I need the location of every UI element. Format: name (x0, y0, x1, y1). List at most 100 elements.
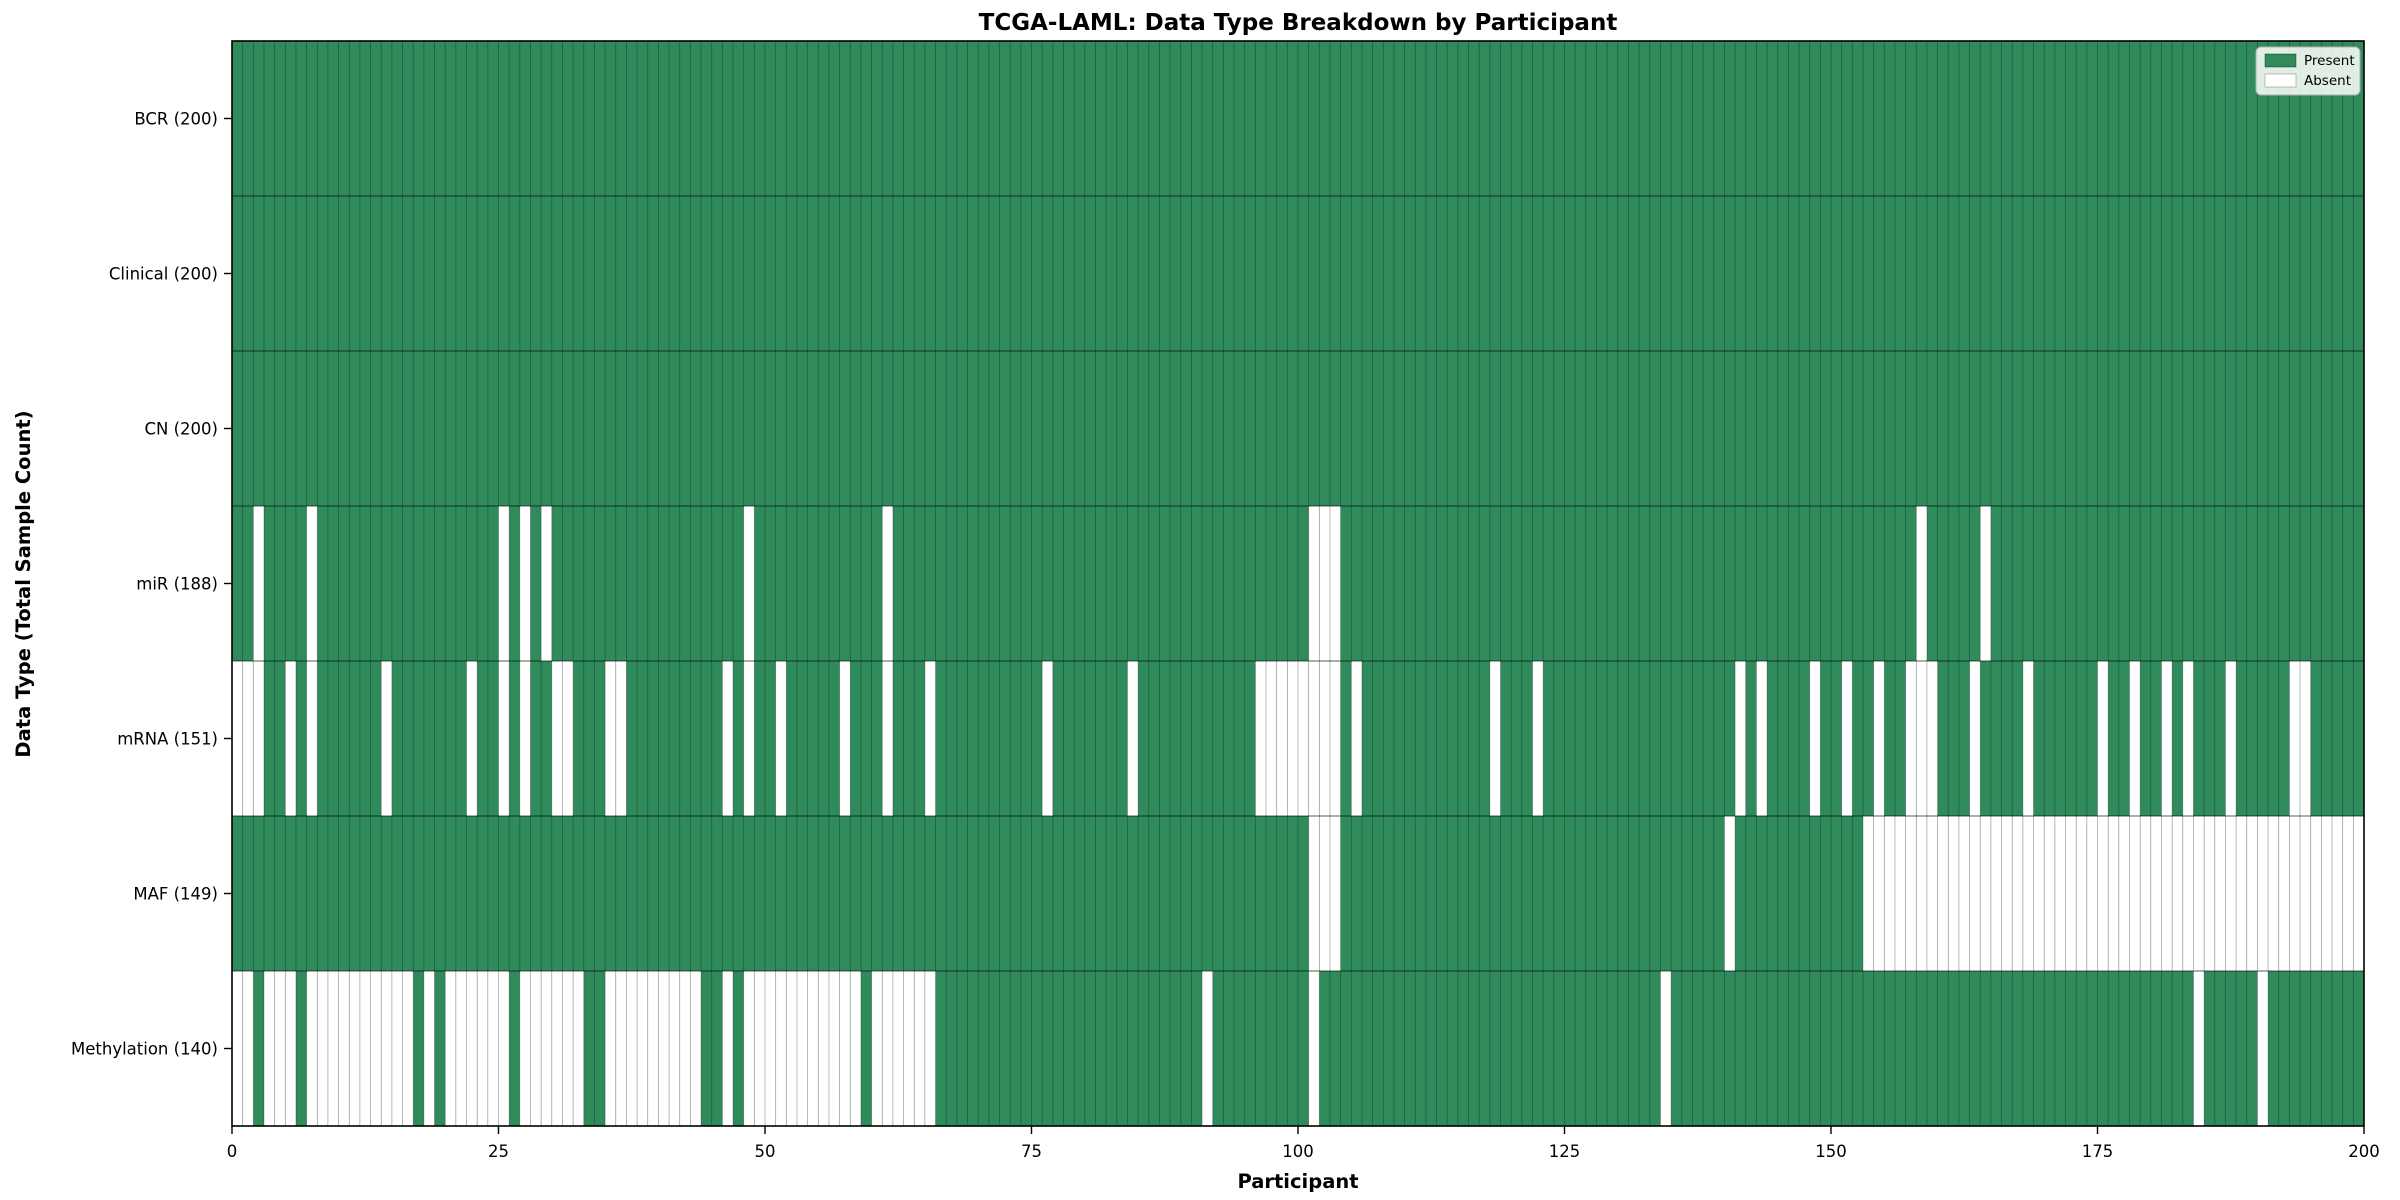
absent-cell (1329, 661, 1341, 816)
absent-cell (2300, 661, 2311, 816)
absent-cell (2332, 816, 2343, 971)
absent-cell (370, 971, 382, 1126)
absent-cell (2140, 816, 2151, 971)
absent-cell (1916, 506, 1927, 661)
absent-cell (498, 971, 510, 1126)
row-MAF (232, 816, 2364, 971)
absent-cell (519, 506, 531, 661)
absent-cell (2097, 661, 2109, 816)
absent-cell (1202, 971, 1213, 1126)
absent-cell (306, 506, 318, 661)
absent-cell (562, 971, 574, 1126)
absent-cell (839, 971, 851, 1126)
absent-cell (2257, 816, 2269, 971)
absent-cell (1319, 661, 1330, 816)
absent-cell (2065, 816, 2077, 971)
absent-cell (1905, 816, 1917, 971)
absent-cell (1905, 661, 1917, 816)
legend-label-absent: Absent (2304, 73, 2351, 89)
legend-swatch-absent (2264, 73, 2297, 88)
absent-cell (743, 661, 755, 816)
row-miR (232, 506, 2364, 661)
row-Clinical (232, 196, 2364, 351)
absent-cell (1873, 816, 1885, 971)
absent-cell (2012, 816, 2023, 971)
absent-cell (306, 661, 318, 816)
x-tick-label: 175 (2082, 1142, 2114, 1161)
absent-cell (679, 971, 691, 1126)
absent-cell (487, 971, 499, 1126)
absent-cell (349, 971, 360, 1126)
absent-cell (2150, 816, 2162, 971)
cells-layer (232, 41, 2364, 1126)
row-BCR (232, 41, 2364, 196)
absent-cell (2257, 971, 2269, 1126)
x-tick-label: 25 (488, 1142, 509, 1161)
absent-cell (882, 661, 893, 816)
absent-cell (541, 506, 552, 661)
absent-cell (743, 506, 755, 661)
absent-cell (2289, 661, 2301, 816)
y-tick-label-miR: miR (188) (136, 574, 218, 593)
y-tick-label-MAF: MAF (149) (133, 884, 218, 903)
absent-cell (530, 971, 542, 1126)
absent-cell (605, 971, 616, 1126)
absent-cell (914, 971, 925, 1126)
absent-cell (232, 661, 243, 816)
axes: 0 25 50 75 100 125 150 175 200 BCR (200) Clinical … (71, 109, 2380, 1161)
absent-cell (2225, 661, 2237, 816)
absent-cell (1990, 816, 2002, 971)
absent-cell (2353, 816, 2364, 971)
absent-cell (1255, 661, 1267, 816)
absent-cell (338, 971, 350, 1126)
absent-cell (775, 661, 787, 816)
absent-cell (2076, 816, 2087, 971)
x-tick-label: 50 (755, 1142, 776, 1161)
absent-cell (1926, 661, 1938, 816)
absent-cell (1329, 506, 1341, 661)
absent-cell (466, 971, 478, 1126)
absent-cell (1287, 661, 1298, 816)
absent-cell (242, 971, 254, 1126)
absent-cell (1980, 816, 1991, 971)
absent-cell (285, 971, 296, 1126)
absent-cell (1042, 661, 1053, 816)
absent-cell (850, 971, 861, 1126)
absent-cell (381, 661, 392, 816)
absent-cell (562, 661, 574, 816)
absent-cell (551, 971, 563, 1126)
row-Methylation (232, 971, 2364, 1126)
cell-grid (231, 41, 2365, 1126)
x-axis-label: Participant (1237, 1170, 1358, 1193)
x-tick-label: 75 (1021, 1142, 1042, 1161)
absent-cell (839, 661, 851, 816)
absent-cell (647, 971, 659, 1126)
absent-cell (1308, 971, 1320, 1126)
absent-cell (1862, 816, 1874, 971)
absent-cell (2033, 816, 2045, 971)
absent-cell (1276, 661, 1288, 816)
absent-cell (924, 661, 936, 816)
absent-cell (2172, 816, 2183, 971)
absent-cell (285, 661, 296, 816)
absent-cell (1319, 816, 1330, 971)
absent-cell (2289, 816, 2301, 971)
y-axis-label: Data Type (Total Sample Count) (12, 410, 35, 757)
absent-cell (1894, 816, 1906, 971)
absent-cell (263, 971, 275, 1126)
absent-cell (818, 971, 829, 1126)
absent-cell (722, 661, 734, 816)
absent-cell (1916, 816, 1927, 971)
absent-cell (2044, 816, 2055, 971)
y-tick-label-mRNA: mRNA (151) (117, 729, 218, 748)
absent-cell (615, 661, 627, 816)
absent-cell (423, 971, 435, 1126)
absent-cell (402, 971, 414, 1126)
absent-cell (1319, 506, 1330, 661)
x-tick-label: 100 (1282, 1142, 1314, 1161)
absent-cell (391, 971, 403, 1126)
absent-cell (882, 506, 893, 661)
absent-cell (1873, 661, 1885, 816)
